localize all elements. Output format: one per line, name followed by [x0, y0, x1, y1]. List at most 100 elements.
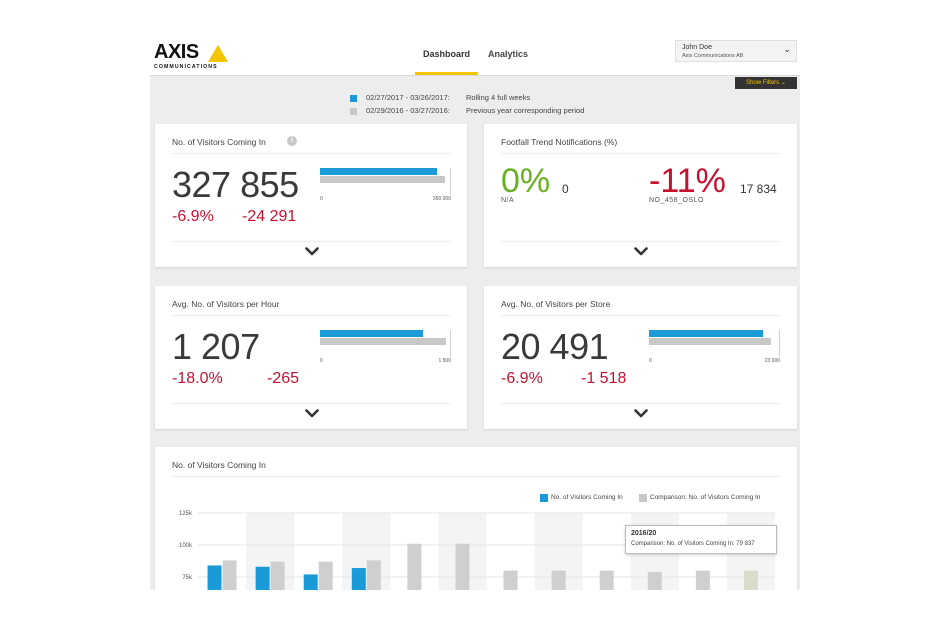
mini-axis-line: [450, 168, 451, 194]
tab-analytics[interactable]: Analytics: [488, 49, 529, 59]
divider: [501, 153, 780, 154]
bar-previous: [647, 571, 662, 590]
bar-current: [351, 568, 366, 590]
tooltip-title: 2016/20: [631, 530, 657, 537]
per-hour-value: 1 207: [172, 326, 260, 367]
period-current-range: 02/27/2017 - 03/26/2017:: [366, 93, 450, 102]
card-title: Footfall Trend Notifications (%): [501, 137, 618, 147]
bar-current: [303, 574, 318, 590]
period-current-label: Rolling 4 full weeks: [466, 93, 531, 102]
visitors-pct-change: -6.9%: [172, 208, 214, 225]
legend-label-current: No. of Visitors Coming In: [551, 494, 623, 501]
tooltip-body: Comparison: No. of Visitors Coming In: 7…: [631, 541, 755, 547]
card-title: Avg. No. of Visitors per Store: [501, 299, 611, 309]
tab-dashboard[interactable]: Dashboard: [423, 49, 471, 59]
bar-previous: [318, 561, 333, 590]
per-store-pct-change: -6.9%: [501, 370, 543, 387]
top-bar: AXIS COMMUNICATIONS Dashboard Analytics …: [150, 36, 800, 76]
legend-swatch-current: [540, 494, 548, 502]
chevron-down-icon: ⌄: [783, 44, 791, 54]
mini-axis-line: [779, 330, 780, 356]
mini-axis-min: 0: [320, 196, 323, 202]
expand-button[interactable]: [629, 406, 653, 424]
chart-column-band: [246, 513, 295, 590]
mini-axis-min: 0: [320, 358, 323, 364]
mini-axis-max: 360 000: [432, 196, 451, 202]
mini-bar-previous: [649, 338, 771, 345]
divider: [172, 476, 780, 477]
mini-axis-max: 1 500: [438, 358, 451, 364]
show-filters-label: Show Filters: [746, 80, 780, 86]
chart-tooltip: 2016/20 Comparison: No. of Visitors Comi…: [625, 525, 777, 554]
logo-triangle-icon: [208, 45, 228, 62]
show-filters-button[interactable]: Show Filters ⌄: [735, 77, 797, 89]
user-menu[interactable]: John Doe Axis Communications AB ⌄: [675, 40, 797, 62]
expand-button[interactable]: [300, 406, 324, 424]
per-hour-pct-change: -18.0%: [172, 370, 223, 387]
bar-previous: [551, 570, 566, 590]
chevron-down-icon: [305, 409, 319, 418]
y-tick-label: 125k: [179, 511, 193, 517]
card-title: Avg. No. of Visitors per Hour: [172, 299, 280, 309]
mini-bar-current: [320, 168, 437, 175]
bar-current: [255, 566, 270, 590]
bar-current: [207, 565, 222, 590]
dashboard-app: AXIS COMMUNICATIONS Dashboard Analytics …: [150, 36, 800, 590]
visitors-delta: -24 291: [242, 208, 297, 225]
bar-previous: [407, 543, 422, 590]
divider: [172, 153, 450, 154]
trend-negative-count: 17 834: [740, 182, 777, 196]
active-tab-indicator: [415, 72, 478, 75]
mini-bar-previous: [320, 338, 446, 345]
mini-axis-line: [450, 330, 451, 356]
per-hour-delta: -265: [267, 370, 300, 387]
trend-positive-count: 0: [562, 182, 569, 196]
bar-previous: [455, 543, 470, 590]
divider: [501, 241, 780, 242]
period-previous-label: Previous year corresponding period: [466, 106, 585, 115]
chevron-down-icon: [634, 247, 648, 256]
bar-previous: [270, 561, 285, 590]
card-visitors-per-store: Avg. No. of Visitors per Store 20 491 -6…: [484, 286, 797, 429]
bar-previous: [599, 570, 614, 590]
period-current-swatch: [350, 95, 357, 102]
chevron-down-icon: [305, 247, 319, 256]
trend-negative-pct: -11%: [649, 162, 726, 200]
trend-positive-store: N/A: [501, 197, 515, 204]
logo-text: AXIS: [154, 41, 199, 63]
mini-bar-previous: [320, 176, 445, 183]
legend-swatch-previous: [639, 494, 647, 502]
divider: [172, 241, 450, 242]
visitors-bar-chart: 50k75k100k125k: [179, 511, 775, 590]
mini-axis-max: 23 000: [764, 358, 780, 364]
divider: [501, 315, 780, 316]
chevron-down-icon: [634, 409, 648, 418]
mini-axis-min: 0: [649, 358, 652, 364]
card-visitors: No. of Visitors Coming In i 327 855 -6.9…: [155, 124, 467, 267]
bar-previous: [366, 560, 381, 590]
card-title: No. of Visitors Coming In: [172, 460, 266, 470]
bar-previous: [743, 570, 758, 590]
trend-positive-pct: 0%: [501, 162, 551, 200]
per-hour-mini-chart: 0 1 500: [320, 330, 451, 364]
divider: [172, 403, 450, 404]
period-previous-range: 02/29/2016 - 03/27/2016:: [366, 106, 450, 115]
bar-previous: [695, 570, 710, 590]
user-organization: Axis Communications AB: [682, 53, 744, 59]
y-tick-label: 75k: [182, 575, 193, 581]
info-icon[interactable]: i: [287, 136, 297, 146]
axis-logo[interactable]: AXIS COMMUNICATIONS: [154, 40, 234, 74]
visitors-value: 327 855: [172, 164, 299, 205]
per-store-value: 20 491: [501, 326, 609, 367]
period-previous-swatch: [350, 108, 357, 115]
bar-previous: [503, 570, 518, 590]
bar-previous: [222, 560, 237, 590]
card-title: No. of Visitors Coming In: [172, 137, 266, 147]
card-trend-notifications: Footfall Trend Notifications (%) 0% 0 N/…: [484, 124, 797, 267]
card-visitors-per-hour: Avg. No. of Visitors per Hour 1 207 -18.…: [155, 286, 467, 429]
expand-button[interactable]: [629, 244, 653, 262]
per-store-mini-chart: 0 23 000: [649, 330, 780, 364]
divider: [501, 403, 780, 404]
trend-negative-store: NO_458_OSLO: [649, 197, 704, 204]
expand-button[interactable]: [300, 244, 324, 262]
